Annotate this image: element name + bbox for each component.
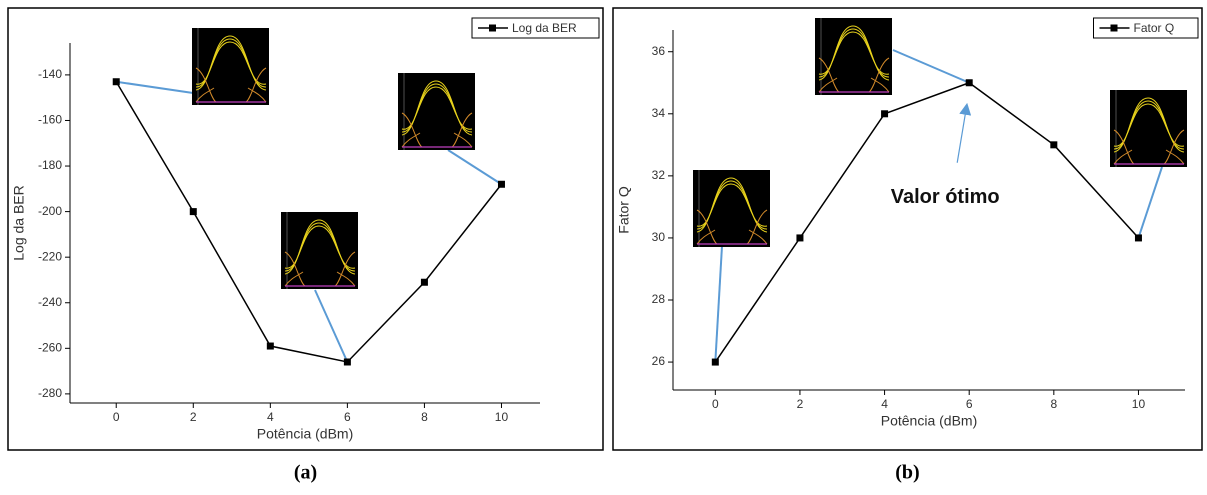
- eye-diagram-inset: [192, 28, 269, 105]
- marker: [421, 279, 428, 286]
- figure: -140 -160 -180 -200 -220 -240 -260 -280 0 2 4 6 8 10 P…: [0, 0, 1207, 490]
- marker: [796, 234, 803, 241]
- x-tick-label: 6: [344, 410, 351, 424]
- legend-label: Fator Q: [1134, 21, 1175, 35]
- y-tick-label: -280: [38, 386, 62, 400]
- marker: [498, 181, 505, 188]
- x-tick-label: 2: [190, 410, 197, 424]
- marker: [966, 79, 973, 86]
- caption: (b): [895, 462, 919, 484]
- eye-diagram-inset: [1110, 90, 1187, 167]
- y-tick-label: 34: [652, 106, 666, 120]
- x-axis-label: Potência (dBm): [881, 413, 977, 429]
- series-line: [715, 83, 1138, 362]
- y-tick-label: 30: [652, 230, 666, 244]
- y-tick-label: -160: [38, 113, 62, 127]
- x-tick-label: 0: [113, 410, 120, 424]
- x-tick-label: 4: [267, 410, 274, 424]
- x-tick-label: 8: [421, 410, 428, 424]
- x-axis-label: Potência (dBm): [257, 426, 353, 442]
- inset-connector: [893, 50, 969, 83]
- y-tick-label: -200: [38, 204, 62, 218]
- x-tick-label: 10: [495, 410, 509, 424]
- x-tick-label: 6: [966, 397, 973, 411]
- marker: [267, 343, 274, 350]
- y-tick-label: 28: [652, 292, 666, 306]
- annotation: Valor ótimo: [891, 186, 1000, 208]
- eye-diagram-inset: [693, 170, 770, 247]
- y-tick-label: 26: [652, 354, 666, 368]
- marker: [344, 358, 351, 365]
- eye-diagram-inset: [281, 212, 358, 289]
- y-axis-label: Fator Q: [616, 186, 632, 234]
- annotation-arrow: [957, 109, 966, 163]
- marker: [712, 359, 719, 366]
- inset-connector: [448, 150, 501, 184]
- eye-diagram-inset: [815, 18, 892, 95]
- inset-connector: [715, 246, 722, 362]
- inset-connector: [116, 82, 193, 93]
- y-axis-label: Log da BER: [11, 185, 27, 261]
- y-tick-label: -180: [38, 158, 62, 172]
- y-tick-label: 36: [652, 44, 666, 58]
- x-tick-label: 2: [797, 397, 804, 411]
- marker: [1050, 141, 1057, 148]
- y-tick-label: -220: [38, 249, 62, 263]
- y-tick-label: 32: [652, 168, 666, 182]
- y-tick-label: -240: [38, 295, 62, 309]
- inset-connector: [1138, 167, 1162, 238]
- legend-label: Log da BER: [512, 21, 577, 35]
- x-tick-label: 4: [881, 397, 888, 411]
- marker: [190, 208, 197, 215]
- inset-connector: [315, 290, 347, 362]
- marker: [1135, 234, 1142, 241]
- marker: [881, 110, 888, 117]
- legend-swatch-marker: [1111, 25, 1118, 32]
- y-tick-label: -260: [38, 340, 62, 354]
- eye-diagram-inset: [398, 73, 475, 150]
- x-tick-label: 0: [712, 397, 719, 411]
- caption: (a): [294, 462, 317, 484]
- x-tick-label: 10: [1132, 397, 1146, 411]
- marker: [113, 78, 120, 85]
- legend-swatch-marker: [489, 25, 496, 32]
- x-tick-label: 8: [1050, 397, 1057, 411]
- y-tick-label: -140: [38, 67, 62, 81]
